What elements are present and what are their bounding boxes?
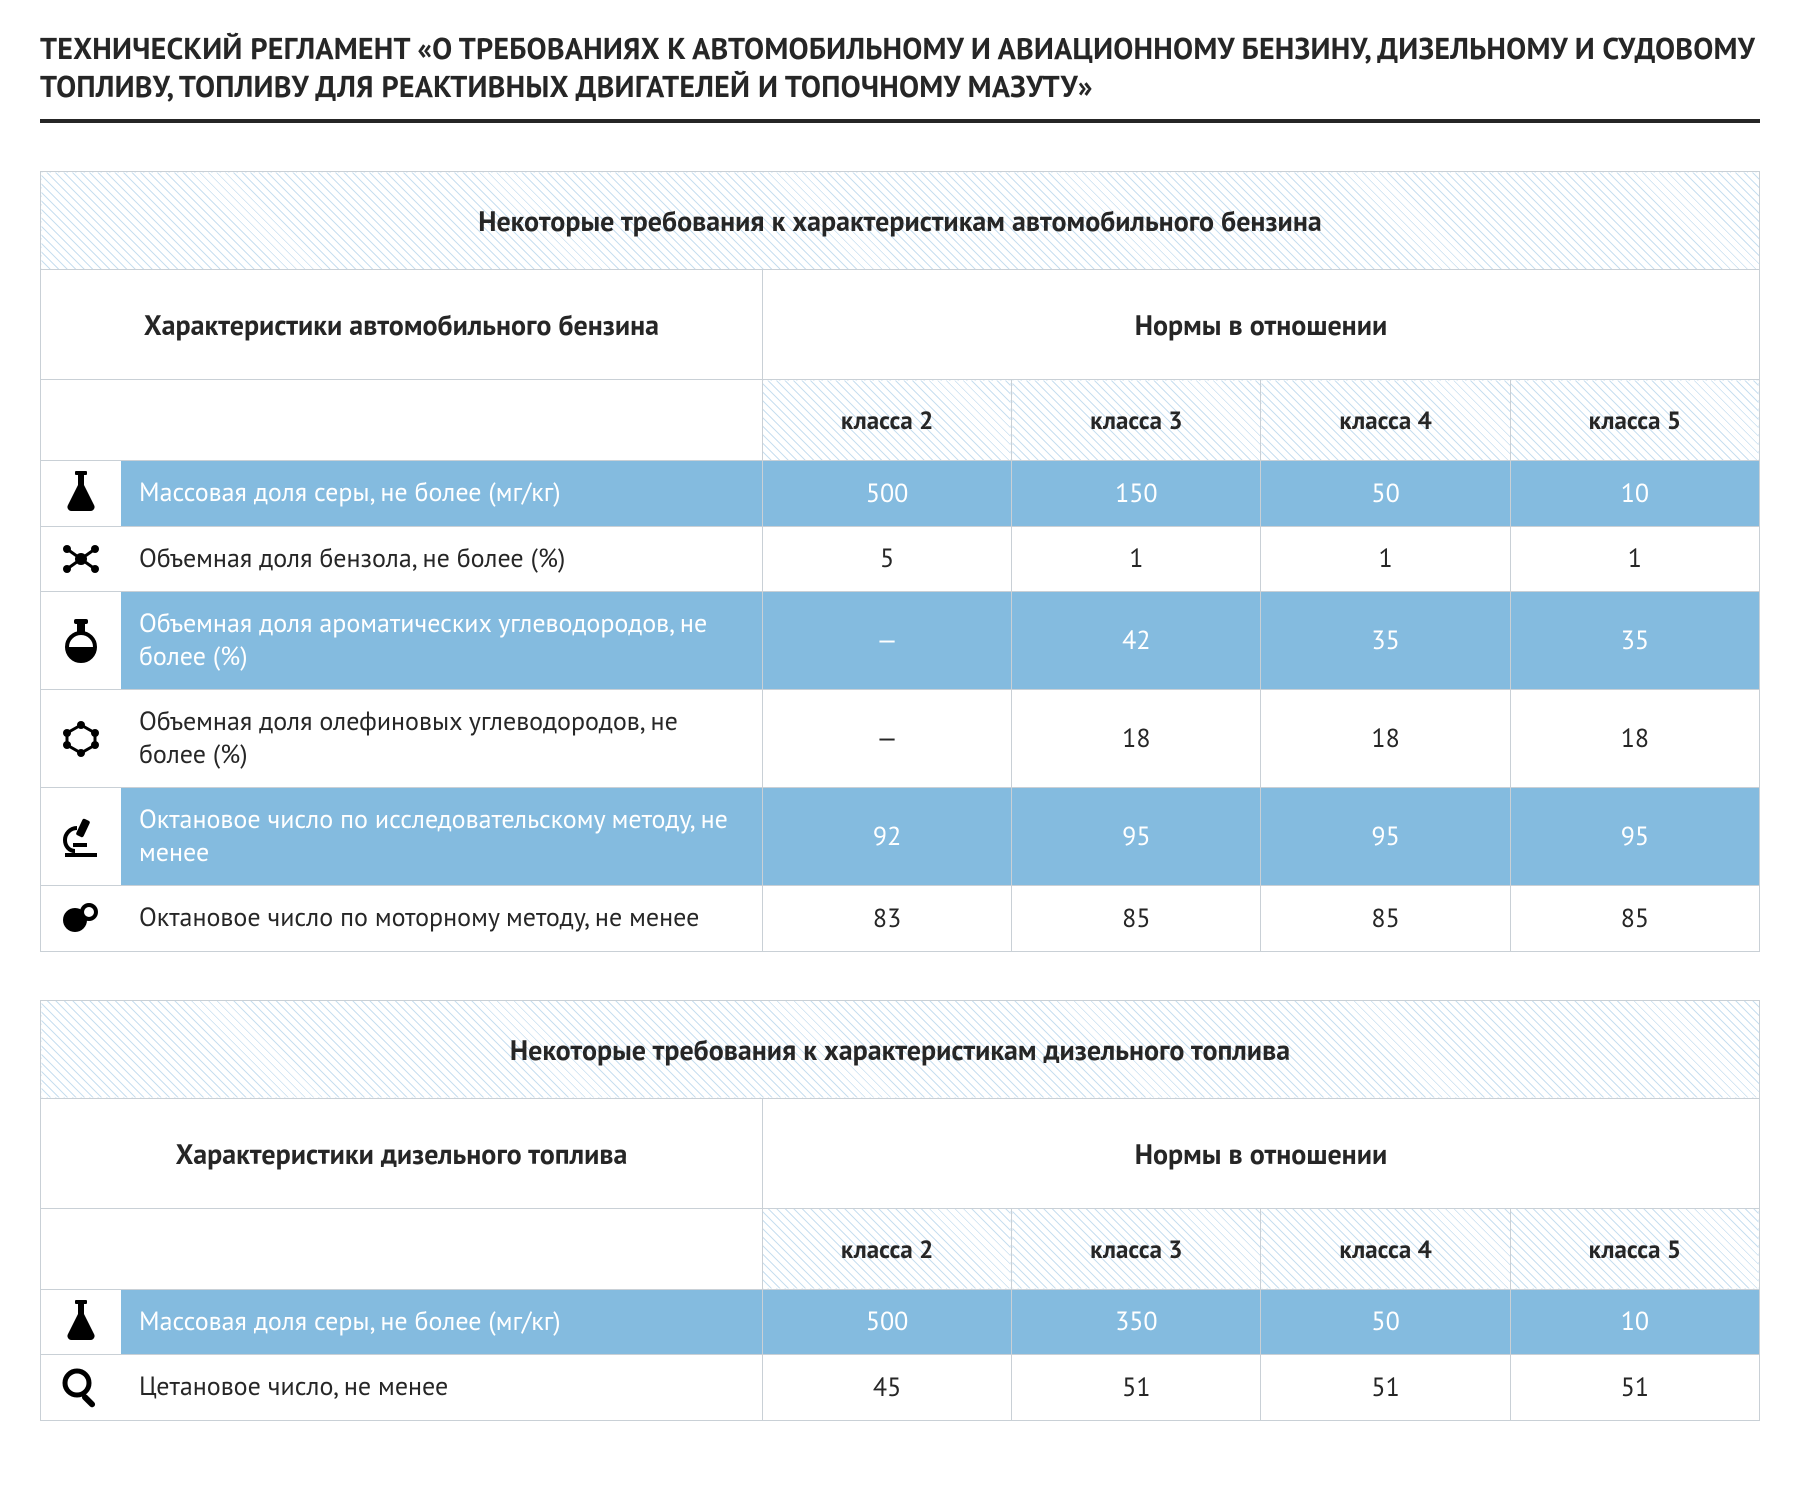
row-label-cell: Массовая доля серы, не более (мг/кг) [41,1289,763,1355]
flask-icon [53,465,109,521]
value-cell: 1 [1510,526,1759,592]
orbits-icon [53,890,109,946]
value-cell: 92 [762,788,1011,886]
row-label-cell: Цетановое число, не менее [41,1355,763,1421]
row-label-cell: Объемная доля бензола, не более (%) [41,526,763,592]
table-row: Объемная доля ароматических углеводородо… [41,592,1760,690]
characteristics-header: Характеристики автомобильного бензина [41,270,763,380]
flask-icon [53,1294,109,1350]
table-row: Объемная доля олефиновых углеводородов, … [41,690,1760,788]
characteristics-header: Характеристики дизельного топлива [41,1098,763,1208]
value-cell: 50 [1261,461,1510,527]
molecule2-icon [53,711,109,767]
value-cell: 1 [1012,526,1261,592]
value-cell: 1 [1261,526,1510,592]
value-cell: 95 [1510,788,1759,886]
table-row: Цетановое число, не менее45515151 [41,1355,1760,1421]
row-label-cell: Объемная доля ароматических углеводородо… [41,592,763,690]
row-label: Объемная доля ароматических углеводородо… [139,608,744,673]
value-cell: — [762,592,1011,690]
empty-header [41,380,763,461]
row-label: Объемная доля олефиновых углеводородов, … [139,706,744,771]
value-cell: 350 [1012,1289,1261,1355]
microscope-icon [53,809,109,865]
value-cell: 45 [762,1355,1011,1421]
value-cell: 83 [762,886,1011,952]
value-cell: 18 [1510,690,1759,788]
value-cell: 18 [1012,690,1261,788]
norms-header: Нормы в отношении [762,270,1759,380]
class-header: класса 4 [1261,380,1510,461]
class-header: класса 3 [1012,380,1261,461]
value-cell: 10 [1510,1289,1759,1355]
empty-header [41,1208,763,1289]
class-header: класса 5 [1510,380,1759,461]
value-cell: 51 [1012,1355,1261,1421]
table-row: Массовая доля серы, не более (мг/кг) 5003… [41,1289,1760,1355]
value-cell: 95 [1261,788,1510,886]
value-cell: 500 [762,1289,1011,1355]
class-header: класса 3 [1012,1208,1261,1289]
tables-container: Некоторые требования к характеристикам а… [40,171,1760,1421]
regulation-table: Некоторые требования к характеристикам д… [40,1000,1760,1421]
table-title: Некоторые требования к характеристикам а… [41,172,1760,270]
value-cell: 35 [1261,592,1510,690]
molecule1-icon [53,531,109,587]
regulation-table: Некоторые требования к характеристикам а… [40,171,1760,952]
value-cell: 35 [1510,592,1759,690]
table-row: Объемная доля бензола, не более (%)5111 [41,526,1760,592]
row-label: Массовая доля серы, не более (мг/кг) [139,1306,561,1339]
value-cell: — [762,690,1011,788]
value-cell: 51 [1510,1355,1759,1421]
class-header: класса 5 [1510,1208,1759,1289]
row-label-cell: Объемная доля олефиновых углеводородов, … [41,690,763,788]
row-label-cell: Октановое число по моторному методу, не … [41,886,763,952]
value-cell: 95 [1012,788,1261,886]
table-row: Массовая доля серы, не более (мг/кг)5001… [41,461,1760,527]
table-row: Октановое число по исследовательскому ме… [41,788,1760,886]
row-label-cell: Октановое число по исследовательскому ме… [41,788,763,886]
value-cell: 85 [1261,886,1510,952]
row-label: Цетановое число, не менее [139,1371,448,1404]
magnifier-icon [53,1359,109,1415]
row-label: Массовая доля серы, не более (мг/кг) [139,477,561,510]
row-label-cell: Массовая доля серы, не более (мг/кг) [41,461,763,527]
value-cell: 50 [1261,1289,1510,1355]
value-cell: 10 [1510,461,1759,527]
value-cell: 42 [1012,592,1261,690]
class-header: класса 2 [762,380,1011,461]
norms-header: Нормы в отношении [762,1098,1759,1208]
class-header: класса 4 [1261,1208,1510,1289]
table-row: Октановое число по моторному методу, не … [41,886,1760,952]
value-cell: 500 [762,461,1011,527]
table-title: Некоторые требования к характеристикам д… [41,1000,1760,1098]
value-cell: 150 [1012,461,1261,527]
row-label: Объемная доля бензола, не более (%) [139,543,565,576]
row-label: Октановое число по исследовательскому ме… [139,804,744,869]
value-cell: 5 [762,526,1011,592]
value-cell: 85 [1510,886,1759,952]
value-cell: 51 [1261,1355,1510,1421]
row-label: Октановое число по моторному методу, не … [139,902,699,935]
value-cell: 85 [1012,886,1261,952]
value-cell: 18 [1261,690,1510,788]
doc-title: ТЕХНИЧЕСКИЙ РЕГЛАМЕНТ «О ТРЕБОВАНИЯХ К А… [40,30,1760,123]
round-flask-icon [53,613,109,669]
class-header: класса 2 [762,1208,1011,1289]
